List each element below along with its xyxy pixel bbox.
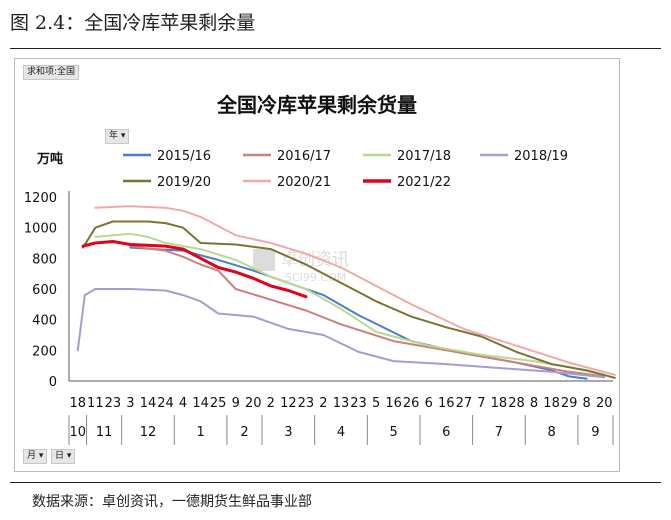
legend-label: 2021/22 [397,175,451,190]
x-month-label: 5 [390,425,398,440]
series-line-2021-22 [81,240,308,299]
legend-label: 2016/17 [277,149,331,164]
day-filter-button[interactable]: 日 ▾ [51,449,76,464]
x-month-label: 1 [196,425,204,440]
x-month-label: 4 [337,425,345,440]
x-day-label: 23 [350,396,367,411]
source-rule [10,482,661,483]
legend-label: 2015/16 [157,149,211,164]
x-day-label: 18 [543,396,560,411]
legend-label: 2018/19 [514,149,568,164]
x-day-label: 24 [157,396,174,411]
legend-label: 2019/20 [157,175,211,190]
x-month-label: 10 [70,425,87,440]
legend-label: 2017/18 [397,149,451,164]
x-day-label: 23 [105,396,122,411]
caption-rule [10,48,661,49]
x-month-label: 11 [96,425,113,440]
x-day-label: 14 [192,396,209,411]
year-filter-button[interactable]: 年 ▾ [105,129,130,144]
y-tick-label: 1000 [24,222,57,237]
x-month-label: 2 [240,425,248,440]
chart-svg: 全国冷库苹果剩余货量 万吨 卓创资讯 SCI99.COM 02004006008… [24,93,616,445]
legend-label: 2020/21 [277,175,331,190]
figure-caption: 图 2.4：全国冷库苹果剩余量 [10,12,256,34]
x-day-label: 13 [333,396,350,411]
watermark-logo [253,249,275,271]
value-field-button[interactable]: 求和项:全国 [23,65,80,80]
x-day-label: 18 [491,396,508,411]
source-note: 数据来源：卓创资讯，一德期货生鲜品事业部 [32,494,312,510]
y-tick-label: 400 [32,314,57,329]
watermark-site: SCI99.COM [285,271,346,284]
x-day-label: 9 [232,396,240,411]
x-day-label: 6 [425,396,433,411]
x-day-label: 5 [372,396,380,411]
x-day-label: 2 [319,396,327,411]
x-month-label: 6 [442,425,450,440]
y-tick-label: 1200 [24,191,57,206]
series-line-2020-21 [94,205,616,376]
series-line-2015-16 [129,246,588,380]
y-tick-label: 600 [32,283,57,298]
x-day-label: 26 [403,396,420,411]
x-day-label: 20 [245,396,262,411]
x-day-label: 16 [438,396,455,411]
series-line-2019-20 [82,220,616,379]
x-day-label: 16 [385,396,402,411]
x-day-label: 23 [298,396,315,411]
month-filter-button[interactable]: 月 ▾ [23,449,48,464]
series-line-2016-17 [129,245,606,378]
chart-title: 全国冷库苹果剩余货量 [216,93,417,117]
x-month-label: 3 [284,425,292,440]
x-day-label: 2 [267,396,275,411]
x-day-label: 7 [477,396,485,411]
x-day-label: 20 [596,396,613,411]
y-tick-label: 0 [49,375,57,390]
x-day-label: 11 [87,396,104,411]
y-tick-label: 200 [32,344,57,359]
x-month-label: 7 [495,425,503,440]
x-month-label: 8 [547,425,555,440]
x-day-label: 4 [179,396,187,411]
x-month-label: 9 [591,425,599,440]
x-day-label: 18 [70,396,87,411]
x-day-label: 8 [530,396,538,411]
x-day-label: 25 [210,396,227,411]
x-day-label: 29 [561,396,578,411]
x-month-label: 12 [140,425,157,440]
x-day-label: 27 [456,396,473,411]
x-day-label: 8 [583,396,591,411]
x-day-label: 3 [126,396,134,411]
chart-frame: 全国冷库苹果剩余货量 万吨 卓创资讯 SCI99.COM 0 200 400 600 8… [14,58,620,472]
series-line-2018-19 [76,288,606,379]
y-tick-label: 800 [32,252,57,267]
y-axis-unit: 万吨 [36,151,63,167]
x-day-label: 12 [280,396,297,411]
x-day-label: 28 [508,396,525,411]
x-day-label: 14 [140,396,157,411]
series-line-2017-18 [94,232,606,376]
